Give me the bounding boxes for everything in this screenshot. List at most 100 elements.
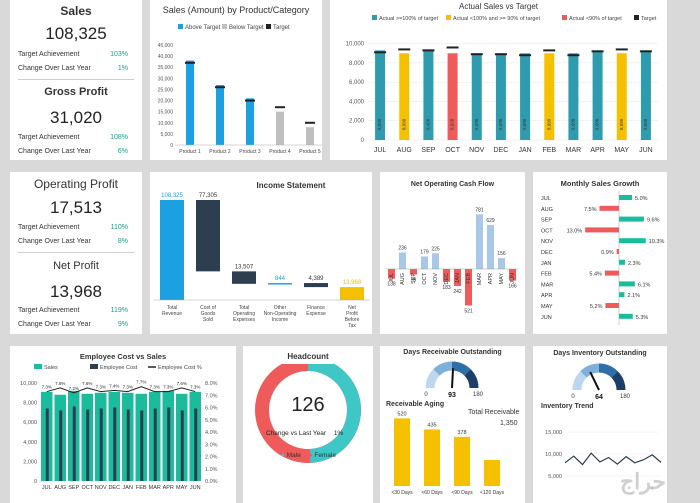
growth-bar <box>619 195 632 200</box>
x-tick-label: MAY <box>614 147 629 154</box>
y-tick-label: AUG <box>541 207 553 213</box>
gauge-segment <box>451 361 471 376</box>
y-tick-label: 10,000 <box>20 381 37 387</box>
x-tick-label: JAN <box>455 273 461 283</box>
income-statement-title: Income Statement <box>256 181 326 190</box>
headcount-change-label: Change vs Last Year <box>266 430 326 437</box>
growth-bar <box>605 303 619 308</box>
net-change-row: Change Over Last Year 9% <box>18 321 134 328</box>
y2-tick-label: 1.0% <box>205 467 218 473</box>
data-label: 7.6% <box>177 381 187 386</box>
sales-change-row: Change Over Last Year 1% <box>18 65 134 72</box>
data-label: 7.2% <box>69 386 79 391</box>
headcount-panel: Headcount 126 Change vs Last Year 1% ● M… <box>243 346 373 503</box>
divider <box>18 79 134 80</box>
y2-tick-label: 0.0% <box>205 479 218 485</box>
data-label: 7.7% <box>136 380 146 385</box>
cash-bar <box>498 258 505 269</box>
data-label: 236 <box>398 245 407 251</box>
kpi-panel-bottom: Operating Profit 17,513 Target Achieveme… <box>10 172 142 334</box>
x-tick-label: FEB <box>466 273 472 284</box>
data-label: 225 <box>431 246 440 252</box>
data-label: 5.4% <box>589 272 602 278</box>
cash-bar <box>476 214 483 269</box>
product-bar <box>246 98 254 145</box>
data-label: 7.3% <box>123 385 133 390</box>
income-statement-panel: Income Statement 108,325 Total Revenue 77,3… <box>150 172 372 334</box>
target-marker <box>615 48 628 51</box>
target-marker <box>519 54 532 57</box>
data-label: 781 <box>475 207 484 213</box>
x-tick-label: JUL <box>389 273 395 283</box>
x-tick-label: MAY <box>176 485 188 491</box>
x-tick-label: Goods <box>201 311 216 317</box>
x-tick-label: SEP <box>68 485 79 491</box>
dro-chart: 93 0 180 520 <30 Days 435 <60 Days 378 <90 Days <… <box>391 361 505 496</box>
actual-vs-target-chart: Actual >=100% of target Actual <100% and … <box>346 15 658 154</box>
total-receivable-label: Total Receivable <box>468 409 520 416</box>
x-tick-label: SEP <box>411 273 417 284</box>
employee-cost-panel: Employee Cost vs Sales Sales Employee Cos… <box>10 346 236 503</box>
growth-bar <box>619 259 625 265</box>
y-tick-label: 0 <box>34 479 37 485</box>
growth-bar <box>619 313 633 319</box>
y-tick-label: JAN <box>541 261 551 267</box>
data-label: 242 <box>453 289 462 295</box>
legend-swatch <box>34 364 42 369</box>
x-tick-label: <90 Days <box>451 490 473 496</box>
data-label: 77,305 <box>199 193 218 199</box>
data-label: 9,500 <box>595 118 600 130</box>
operating-target-row: Target Achievement 110% <box>18 224 134 231</box>
data-label: 844 <box>275 276 286 282</box>
gauge-segment <box>464 369 479 389</box>
waterfall-bar <box>232 271 256 284</box>
kpi-value-small: 8% <box>117 238 128 245</box>
legend-label: Actual <90% of target <box>569 16 622 22</box>
x-tick-label: AUG <box>400 273 406 285</box>
y2-tick-label: 5.0% <box>205 418 218 424</box>
kpi-label: Change Over Last Year <box>18 321 91 328</box>
cash-bar <box>388 269 395 279</box>
employee-cost-chart: Sales Employee Cost Employee Cost % 0 2,000 4… <box>20 364 218 491</box>
x-tick-label: Before <box>345 317 360 323</box>
gauge-segment <box>572 371 587 391</box>
data-label: 7.3% <box>96 385 106 390</box>
gauge-needle <box>589 371 600 391</box>
month-bar <box>592 50 603 140</box>
cash-bar <box>465 269 472 306</box>
cash-bar <box>421 256 428 269</box>
data-label: 9.6% <box>647 218 660 224</box>
monthly-growth-chart: JUL 5.0% AUG 7.5% SEP 9.6% OCT 13.0% NOV 10.3% DEC… <box>541 191 664 325</box>
waterfall-bar <box>160 200 184 300</box>
legend-swatch <box>266 24 271 29</box>
employee-cost-bar <box>59 410 63 481</box>
y-tick-label: MAR <box>541 282 553 288</box>
x-tick-label: Cost of <box>200 305 216 311</box>
data-label: 7.5% <box>584 207 597 213</box>
monthly-growth-panel: Monthly Sales Growth JUL 5.0% AUG 7.5% SEP 9.… <box>533 172 667 334</box>
product-target-marker <box>245 99 255 102</box>
headcount-value: 126 <box>291 394 325 416</box>
gross-target-row: Target Achievement 108% <box>18 134 134 141</box>
x-tick-label: OCT <box>422 272 428 284</box>
target-marker <box>374 51 387 54</box>
sales-by-product-panel: Sales (Amount) by Product/Category Above… <box>150 0 322 160</box>
donut-male-segment <box>255 364 361 463</box>
x-tick-label: APR <box>590 147 604 154</box>
y-tick-label: 30,000 <box>158 76 174 82</box>
data-label: 13.0% <box>567 228 583 234</box>
employee-cost-bar <box>113 407 117 481</box>
gauge-segment <box>611 371 626 391</box>
operating-change-row: Change Over Last Year 8% <box>18 238 134 245</box>
employee-cost-bar <box>86 409 90 481</box>
x-tick-label: Operating <box>233 311 255 317</box>
waterfall-bar <box>196 200 220 272</box>
waterfall-bar <box>304 283 328 288</box>
data-label: 156 <box>497 251 506 257</box>
data-label: 166 <box>508 284 517 290</box>
kpi-value-small: 103% <box>110 51 128 58</box>
sales-by-product-chart: Above Target Below Target Target 0 5,000 10,0… <box>158 24 322 155</box>
x-tick-label: MAR <box>477 273 483 285</box>
y-tick-label: 15,000 <box>158 110 174 116</box>
